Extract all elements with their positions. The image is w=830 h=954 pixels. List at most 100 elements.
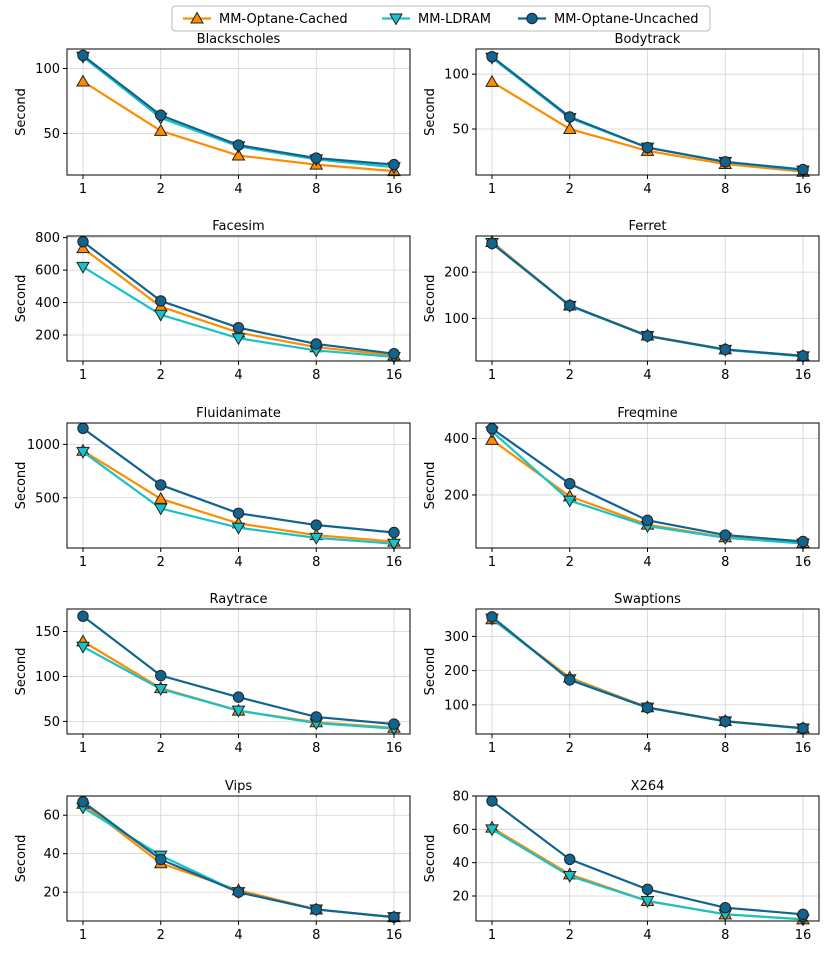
y-tick-label: 800 bbox=[35, 231, 60, 246]
data-point bbox=[486, 50, 498, 63]
data-point bbox=[155, 109, 167, 121]
y-tick-label: 20 bbox=[43, 886, 60, 901]
x-tick-label: 16 bbox=[795, 928, 812, 943]
x-tick-label: 2 bbox=[157, 368, 165, 383]
x-tick-label: 4 bbox=[643, 741, 651, 756]
series-mm-ldram bbox=[76, 446, 401, 551]
data-point bbox=[485, 432, 499, 445]
y-tick-label: 200 bbox=[35, 329, 60, 344]
y-axis-label: Second bbox=[14, 835, 29, 883]
data-point bbox=[231, 333, 246, 346]
data-point bbox=[153, 491, 168, 504]
y-tick-label: 100 bbox=[444, 68, 469, 83]
series-mm-optane-cached bbox=[76, 74, 401, 177]
data-point bbox=[564, 674, 576, 686]
data-point bbox=[76, 446, 90, 459]
x-tick-label: 1 bbox=[79, 182, 87, 197]
y-tick-label: 100 bbox=[35, 62, 60, 77]
x-tick-label: 1 bbox=[488, 928, 496, 943]
data-point bbox=[153, 123, 168, 136]
subplot-swaptions: 1 2 4 8 16 100 200 300 Swaptions Second bbox=[423, 592, 820, 756]
data-point bbox=[485, 824, 499, 837]
data-point bbox=[719, 715, 731, 728]
data-point bbox=[310, 152, 322, 164]
legend-label: MM-LDRAM bbox=[418, 12, 491, 27]
y-axis-label: Second bbox=[423, 88, 438, 136]
data-point bbox=[797, 722, 809, 734]
y-tick-label: 1000 bbox=[27, 438, 60, 453]
legend: MM-Optane-Cached MM-LDRAM MM-Optane-Uncach… bbox=[171, 5, 711, 32]
data-point bbox=[155, 295, 167, 307]
x-tick-label: 2 bbox=[566, 555, 574, 570]
y-tick-label: 400 bbox=[444, 432, 469, 447]
y-tick-label: 600 bbox=[35, 264, 60, 279]
data-point bbox=[641, 883, 654, 896]
data-point bbox=[562, 871, 577, 884]
y-axis-label: Second bbox=[14, 275, 29, 323]
data-point bbox=[641, 514, 654, 527]
x-tick-label: 8 bbox=[312, 741, 320, 756]
x-tick-label: 16 bbox=[795, 368, 812, 383]
y-axis-label: Second bbox=[14, 88, 29, 136]
data-point bbox=[231, 148, 246, 161]
subplot-ferret: 1 2 4 8 16 100 200 Ferret Second bbox=[423, 219, 820, 383]
x-tick-label: 1 bbox=[488, 368, 496, 383]
series-mm-optane-uncached bbox=[486, 237, 809, 362]
data-point bbox=[309, 532, 324, 545]
data-point bbox=[641, 701, 654, 714]
y-tick-label: 200 bbox=[444, 266, 469, 281]
legend-item-mm-optane-cached[interactable]: MM-Optane-Cached bbox=[183, 11, 348, 27]
data-point bbox=[486, 422, 498, 435]
data-point bbox=[76, 261, 90, 274]
data-point bbox=[486, 795, 498, 807]
data-point bbox=[719, 343, 731, 356]
subplot-title: Fluidanimate bbox=[196, 406, 281, 421]
data-point bbox=[310, 519, 322, 531]
x-tick-label: 4 bbox=[643, 555, 651, 570]
data-point bbox=[232, 322, 245, 334]
data-point bbox=[486, 611, 498, 623]
data-point bbox=[155, 853, 167, 866]
subplot-x264: 1 2 4 8 16 20 40 60 80 X264 Second bbox=[423, 779, 820, 943]
data-point bbox=[232, 886, 245, 898]
x-tick-label: 1 bbox=[488, 555, 496, 570]
data-point bbox=[76, 241, 90, 254]
y-tick-label: 60 bbox=[43, 809, 60, 824]
y-tick-label: 50 bbox=[43, 715, 60, 730]
x-tick-label: 2 bbox=[157, 555, 165, 570]
x-tick-label: 16 bbox=[795, 555, 812, 570]
y-tick-label: 60 bbox=[452, 823, 469, 838]
x-tick-label: 8 bbox=[312, 928, 320, 943]
data-point bbox=[310, 338, 322, 350]
data-point bbox=[77, 796, 89, 808]
series-mm-optane-uncached bbox=[486, 50, 809, 176]
legend-label: MM-Optane-Cached bbox=[219, 12, 348, 27]
y-tick-label: 500 bbox=[35, 491, 60, 506]
data-point bbox=[641, 330, 654, 342]
data-point bbox=[797, 908, 809, 921]
data-point bbox=[153, 503, 168, 516]
data-point bbox=[231, 522, 246, 535]
subplot-vips: 1 2 4 8 16 20 40 60 Vips Second bbox=[14, 779, 411, 943]
x-tick-label: 8 bbox=[721, 555, 729, 570]
data-point bbox=[155, 479, 167, 491]
series-mm-optane-uncached bbox=[77, 422, 400, 539]
y-tick-label: 50 bbox=[452, 122, 469, 137]
subplot-title: Bodytrack bbox=[615, 32, 681, 47]
x-tick-label: 8 bbox=[721, 182, 729, 197]
legend-marker-circle bbox=[526, 12, 538, 25]
legend-item-mm-optane-uncached[interactable]: MM-Optane-Uncached bbox=[518, 12, 698, 27]
x-tick-label: 1 bbox=[79, 928, 87, 943]
x-tick-label: 4 bbox=[643, 928, 651, 943]
data-point bbox=[797, 350, 809, 362]
subplot-facesim: 1 2 4 8 16 200 400 600 800 Facesim Second bbox=[14, 219, 411, 383]
x-tick-label: 8 bbox=[721, 741, 729, 756]
data-point bbox=[564, 853, 576, 866]
data-point bbox=[719, 529, 731, 541]
subplot-freqmine: 1 2 4 8 16 200 400 Freqmine Second bbox=[423, 406, 820, 570]
legend-item-mm-ldram[interactable]: MM-LDRAM bbox=[382, 12, 491, 27]
y-tick-label: 20 bbox=[452, 890, 469, 905]
subplot-bodytrack: 1 2 4 8 16 50 100 Bodytrack Second bbox=[423, 32, 820, 197]
data-point bbox=[562, 121, 577, 134]
